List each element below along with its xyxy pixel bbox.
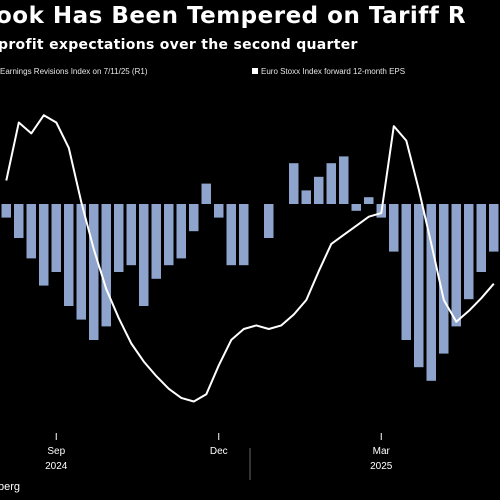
- bar: [426, 204, 436, 381]
- bar: [164, 204, 174, 266]
- bar: [326, 163, 336, 204]
- eps-line: [5, 114, 495, 403]
- bar: [451, 204, 461, 327]
- bar: [151, 204, 161, 279]
- bar: [214, 204, 224, 218]
- bar: [26, 204, 36, 259]
- bar: [339, 156, 349, 204]
- bar: [139, 204, 149, 306]
- bar: [389, 204, 399, 252]
- x-tick-label: Dec: [210, 446, 228, 457]
- bar: [414, 204, 424, 368]
- bar: [314, 176, 324, 204]
- bar: [476, 204, 486, 272]
- x-year-label: 2024: [45, 461, 68, 472]
- bar: [439, 204, 449, 354]
- bar: [201, 183, 211, 204]
- legend-label-earnings-revisions: Earnings Revisions Index on 7/11/25 (R1): [0, 67, 148, 76]
- bar: [176, 204, 186, 259]
- bar: [51, 204, 61, 272]
- bar: [114, 204, 124, 272]
- bar: [101, 204, 111, 327]
- bar: [401, 204, 411, 340]
- bar: [226, 204, 236, 266]
- line-series: [5, 114, 495, 403]
- bar-series: [1, 156, 499, 381]
- bar: [301, 190, 311, 204]
- bar: [289, 163, 299, 204]
- bar: [39, 204, 49, 286]
- source-label: berg: [0, 481, 21, 493]
- legend-item-eps: Euro Stoxx Index forward 12-month EPS: [252, 67, 405, 76]
- legend-swatch-eps: [252, 68, 258, 74]
- bar: [464, 204, 474, 300]
- bar: [489, 204, 499, 252]
- x-axis: Sep 2024 Dec Mar 2025: [45, 433, 393, 472]
- bar: [264, 204, 274, 238]
- bar: [351, 204, 361, 211]
- bar: [1, 204, 11, 218]
- x-year-label: 2025: [370, 461, 393, 472]
- bar: [14, 204, 24, 238]
- bar: [239, 204, 249, 266]
- bar: [89, 204, 99, 340]
- bar: [364, 197, 374, 204]
- legend-item-earnings-revisions: Earnings Revisions Index on 7/11/25 (R1): [0, 67, 148, 76]
- bar: [76, 204, 86, 320]
- chart-title: ook Has Been Tempered on Tariff R: [0, 3, 467, 29]
- bar: [126, 204, 136, 266]
- legend-label-eps: Euro Stoxx Index forward 12-month EPS: [261, 67, 406, 76]
- bar: [189, 204, 199, 232]
- bar: [64, 204, 74, 306]
- chart-subtitle: profit expectations over the second quar…: [0, 37, 358, 53]
- x-tick-label: Mar: [373, 446, 391, 457]
- x-tick-label: Sep: [47, 446, 65, 457]
